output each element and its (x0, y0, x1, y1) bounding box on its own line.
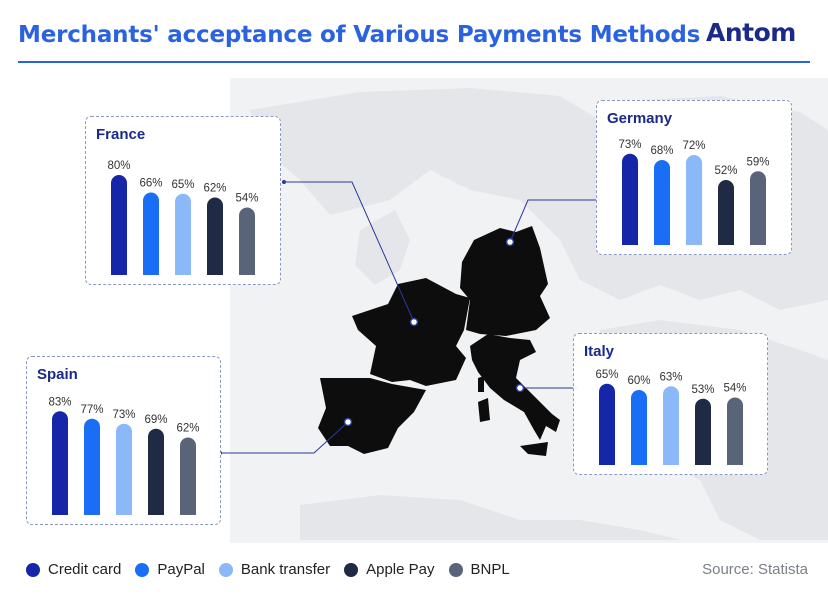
legend-label: BNPL (470, 561, 510, 578)
page-title: Merchants' acceptance of Various Payment… (18, 22, 701, 48)
italy-panel: Italy 65% 60% 63% 53% 54% (573, 333, 768, 475)
map-land-uk (355, 210, 410, 285)
legend-label: Apple Pay (366, 561, 435, 578)
bar-value-label: 63% (659, 371, 682, 383)
france-chart: 80% 66% 65% 62% 54% (107, 160, 259, 275)
legend-dot (135, 562, 150, 577)
germany-shape (460, 226, 550, 336)
bar-value-label: 65% (171, 179, 194, 191)
spain-marker (343, 417, 353, 427)
italy-marker (515, 383, 525, 393)
legend-item-bnpl: BNPL (448, 561, 510, 578)
bar-apple-pay (207, 197, 223, 275)
bar-apple-pay (148, 428, 164, 515)
bar-credit-card (622, 153, 638, 245)
germany-marker (505, 237, 515, 247)
france-shape (352, 278, 470, 386)
legend-dot (218, 562, 233, 577)
germany-connector (509, 199, 598, 243)
italy-title: Italy (584, 343, 615, 360)
spain-shape (318, 378, 426, 454)
bar-value-label: 77% (80, 404, 103, 416)
bar-bnpl (239, 207, 255, 275)
spain-title: Spain (37, 366, 78, 383)
bar-value-label: 73% (618, 139, 641, 151)
bar-paypal (631, 390, 647, 465)
bar-value-label: 59% (746, 156, 769, 168)
bar-value-label: 73% (112, 409, 135, 421)
legend-label: Bank transfer (240, 561, 331, 578)
source-note: Source: Statista (702, 561, 808, 578)
legend-item-apple-pay: Apple Pay (344, 561, 435, 578)
bar-value-label: 62% (176, 423, 199, 435)
legend-label: PayPal (157, 561, 205, 578)
bar-value-label: 83% (48, 396, 71, 408)
france-connector (284, 181, 415, 323)
bar-value-label: 72% (682, 140, 705, 152)
corsica-shape (478, 376, 484, 392)
bar-bnpl (180, 437, 196, 515)
bar-value-label: 80% (107, 160, 130, 172)
spain-chart: 83% 77% 73% 69% 62% (48, 396, 200, 515)
spain-panel: Spain 83% 77% 73% 69% 62% (26, 356, 221, 525)
bar-paypal (654, 160, 670, 245)
bar-bnpl (750, 171, 766, 245)
bar-bank-transfer (663, 386, 679, 465)
legend-dot (26, 562, 40, 577)
bar-value-label: 54% (723, 383, 746, 395)
legend-item-bank-transfer: Bank transfer (218, 561, 331, 578)
antom-logo: Antom (706, 18, 796, 47)
france-title: France (96, 126, 146, 143)
bar-value-label: 60% (627, 375, 650, 387)
italy-chart: 65% 60% 63% 53% 54% (595, 369, 747, 465)
legend-dot (344, 562, 359, 577)
bar-value-label: 62% (203, 183, 226, 195)
bar-value-label: 66% (139, 178, 162, 190)
france-panel: France 80% 66% 65% 62% 54% (85, 116, 281, 285)
bar-bank-transfer (175, 193, 191, 275)
bar-credit-card (111, 175, 127, 275)
bar-apple-pay (695, 398, 711, 465)
legend: Credit card PayPal Bank transfer Apple P… (26, 561, 524, 578)
map-land-south (300, 495, 680, 540)
france-marker (409, 317, 419, 327)
france-line-end (282, 180, 286, 184)
bar-bank-transfer (116, 423, 132, 515)
bar-value-label: 65% (595, 369, 618, 381)
germany-panel: Germany 73% 68% 72% 52% 59% (596, 100, 792, 255)
legend-label: Credit card (48, 561, 122, 578)
legend-item-credit-card: Credit card (26, 561, 121, 578)
bar-value-label: 68% (650, 145, 673, 157)
bar-value-label: 54% (235, 193, 258, 205)
bar-apple-pay (718, 180, 734, 245)
germany-chart: 73% 68% 72% 52% 59% (618, 139, 770, 245)
italy-shape (470, 334, 560, 440)
bar-paypal (143, 192, 159, 275)
sicily-shape (520, 442, 548, 456)
germany-title: Germany (607, 110, 673, 127)
bar-bank-transfer (686, 155, 702, 245)
bar-bnpl (727, 397, 743, 465)
bar-credit-card (52, 411, 68, 515)
legend-item-paypal: PayPal (135, 561, 205, 578)
bar-value-label: 69% (144, 414, 167, 426)
bar-value-label: 52% (714, 165, 737, 177)
bar-paypal (84, 418, 100, 515)
title-underline (18, 61, 810, 63)
bar-credit-card (599, 383, 615, 465)
bar-value-label: 53% (691, 384, 714, 396)
legend-dot (448, 562, 463, 577)
sardinia-shape (478, 398, 490, 422)
spain-connector (220, 421, 349, 454)
